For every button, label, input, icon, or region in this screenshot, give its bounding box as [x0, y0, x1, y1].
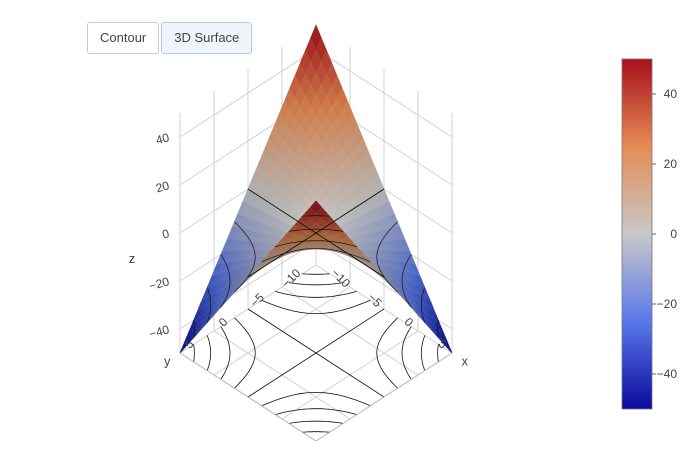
floor-contour-line	[261, 299, 371, 315]
z-axis-title: z	[129, 251, 136, 266]
floor-contour-line	[437, 344, 439, 362]
z-tick-label: 0	[161, 226, 171, 241]
surface-contour-line	[275, 240, 357, 247]
wall-gridline	[179, 48, 317, 138]
floor-contour-line	[288, 282, 344, 286]
surface-contours	[193, 188, 439, 338]
y-max-edge	[179, 352, 317, 442]
surface-contour-line	[288, 228, 344, 232]
surface-contour-line	[376, 221, 398, 293]
contour-button[interactable]: Contour	[87, 22, 160, 54]
z-tick-label: −20	[147, 274, 171, 293]
floor-contour-line	[261, 391, 371, 407]
surface-contour-line	[261, 247, 371, 263]
floor-contours	[193, 273, 439, 433]
floor-contour-line	[247, 308, 385, 398]
colorbar: 40 20 0 −20 −40	[621, 58, 678, 410]
z-tick-label: 40	[154, 130, 171, 147]
floor-contour-line	[376, 317, 398, 389]
surface-contour-line	[302, 215, 330, 217]
surface-mesh	[179, 24, 453, 354]
floor-contour-line	[302, 431, 330, 433]
surface-contour-line	[420, 287, 426, 323]
surface-contour-line	[247, 188, 385, 278]
surface-contour-line	[437, 320, 439, 338]
colorbar-tick-label: −40	[657, 367, 678, 381]
floor-contour-line	[206, 335, 212, 371]
floor-contour-line	[420, 335, 426, 371]
floor-contour-line	[401, 326, 412, 380]
surface-contour-line	[206, 287, 212, 323]
surface-contour-line	[401, 254, 412, 308]
floor-contour-line	[234, 317, 256, 389]
floor-contour-line	[288, 420, 344, 424]
chart-type-switcher: Contour 3D Surface	[87, 22, 253, 54]
colorbar-tick-label: 40	[664, 87, 678, 101]
surface-patch	[310, 200, 322, 213]
floor-contour-line	[302, 273, 330, 275]
colorbar-tick-label: −20	[657, 297, 678, 311]
surface-contour-line	[234, 221, 256, 293]
z-tick-label: 20	[154, 178, 171, 195]
wall-gridline	[315, 48, 453, 138]
floor-contour-line	[220, 326, 231, 380]
x-max-edge	[315, 352, 453, 442]
surface-contour-line	[220, 254, 231, 308]
floor-contour-line	[275, 291, 357, 298]
x-axis-title: x	[462, 353, 469, 368]
colorbar-tick-label: 0	[670, 227, 677, 241]
surface-contour-line	[193, 320, 195, 338]
y-axis-title: y	[164, 353, 171, 368]
floor-contour-line	[275, 408, 357, 415]
floor-contour-line	[193, 344, 195, 362]
surface-3d-button[interactable]: 3D Surface	[161, 22, 253, 54]
colorbar-tick-label: 20	[664, 157, 678, 171]
colorbar-gradient	[621, 58, 653, 410]
x-tick-label: 0	[402, 315, 417, 330]
z-tick-label: −40	[147, 322, 171, 341]
